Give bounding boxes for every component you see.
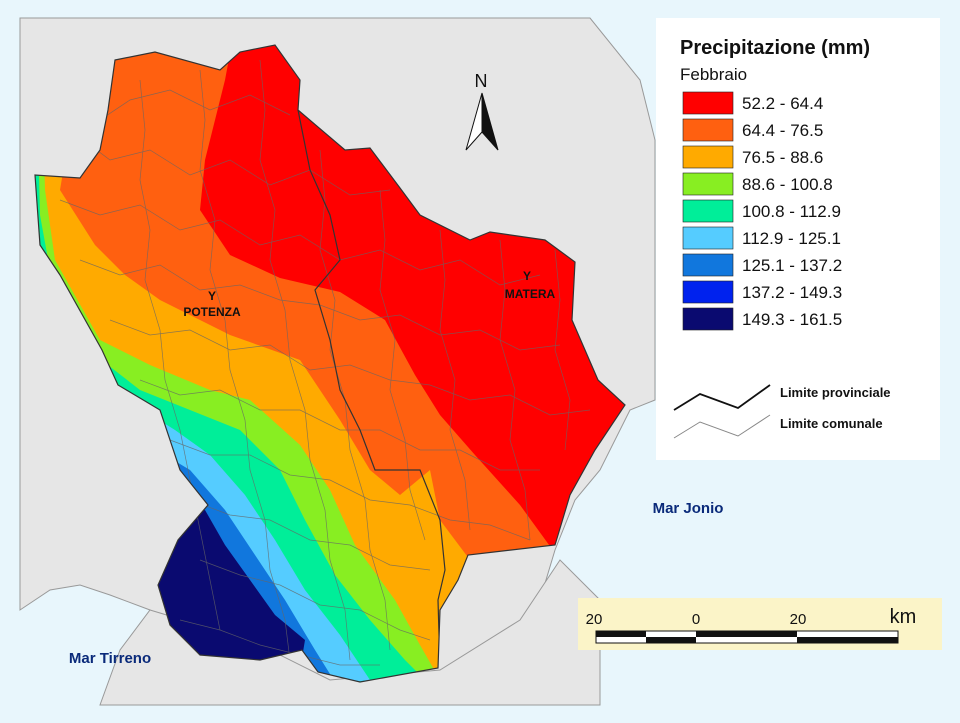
legend-subtitle: Febbraio <box>680 65 747 84</box>
legend-swatch <box>682 91 734 115</box>
scale-unit-label: km <box>890 606 917 628</box>
legend-label: 149.3 - 161.5 <box>742 310 842 329</box>
legend-label: 112.9 - 125.1 <box>742 229 841 248</box>
legend-label: 76.5 - 88.6 <box>742 148 823 167</box>
legend: Precipitazione (mm) Febbraio 52.2 - 64.4… <box>656 18 940 460</box>
city-potenza: Y POTENZA <box>183 289 241 319</box>
legend-swatch <box>682 199 734 223</box>
sea-ionian-label: Mar Jonio <box>653 500 724 517</box>
legend-label: 137.2 - 149.3 <box>742 283 842 302</box>
city-matera: Y MATERA <box>505 269 556 301</box>
municipal-line-symbol <box>673 414 771 439</box>
legend-swatch <box>682 145 734 169</box>
potenza-label: POTENZA <box>183 305 241 319</box>
legend-label: 125.1 - 137.2 <box>742 256 842 275</box>
municipal-boundaries <box>59 59 591 666</box>
legend-label: 52.2 - 64.4 <box>742 94 823 113</box>
legend-swatch <box>682 172 734 196</box>
legend-municipal-label: Limite comunale <box>780 416 883 431</box>
legend-label: 100.8 - 112.9 <box>742 202 841 221</box>
legend-swatch <box>682 307 734 331</box>
sea-tyrrhenian-label: Mar Tirreno <box>69 650 151 667</box>
legend-label: 64.4 - 76.5 <box>742 121 823 140</box>
north-arrow-right-icon <box>481 92 499 151</box>
provincial-line-symbol <box>673 384 771 411</box>
matera-label: MATERA <box>505 287 556 301</box>
scale-label-center: 0 <box>692 611 700 628</box>
legend-label: 88.6 - 100.8 <box>742 175 833 194</box>
matera-marker: Y <box>523 269 531 283</box>
region-outline <box>34 44 626 683</box>
legend-swatch <box>682 253 734 277</box>
scale-bar: 20 0 20 km <box>578 598 942 650</box>
legend-classes: 52.2 - 64.4 64.4 - 76.5 76.5 - 88.6 88.6 - … <box>682 91 842 331</box>
scale-bar-segments <box>595 630 899 644</box>
zone-149-161 <box>150 510 305 675</box>
potenza-marker: Y <box>208 289 216 303</box>
legend-provincial-label: Limite provinciale <box>780 385 891 400</box>
north-arrow: N <box>465 71 499 151</box>
provincial-boundary <box>297 109 446 669</box>
southern-land <box>99 559 601 706</box>
legend-swatch <box>682 118 734 142</box>
scale-label-right: 20 <box>790 611 807 628</box>
legend-swatch <box>682 226 734 250</box>
north-label: N <box>475 71 488 91</box>
legend-swatch <box>682 280 734 304</box>
legend-title: Precipitazione (mm) <box>680 37 870 59</box>
scale-label-left: 20 <box>586 611 603 628</box>
